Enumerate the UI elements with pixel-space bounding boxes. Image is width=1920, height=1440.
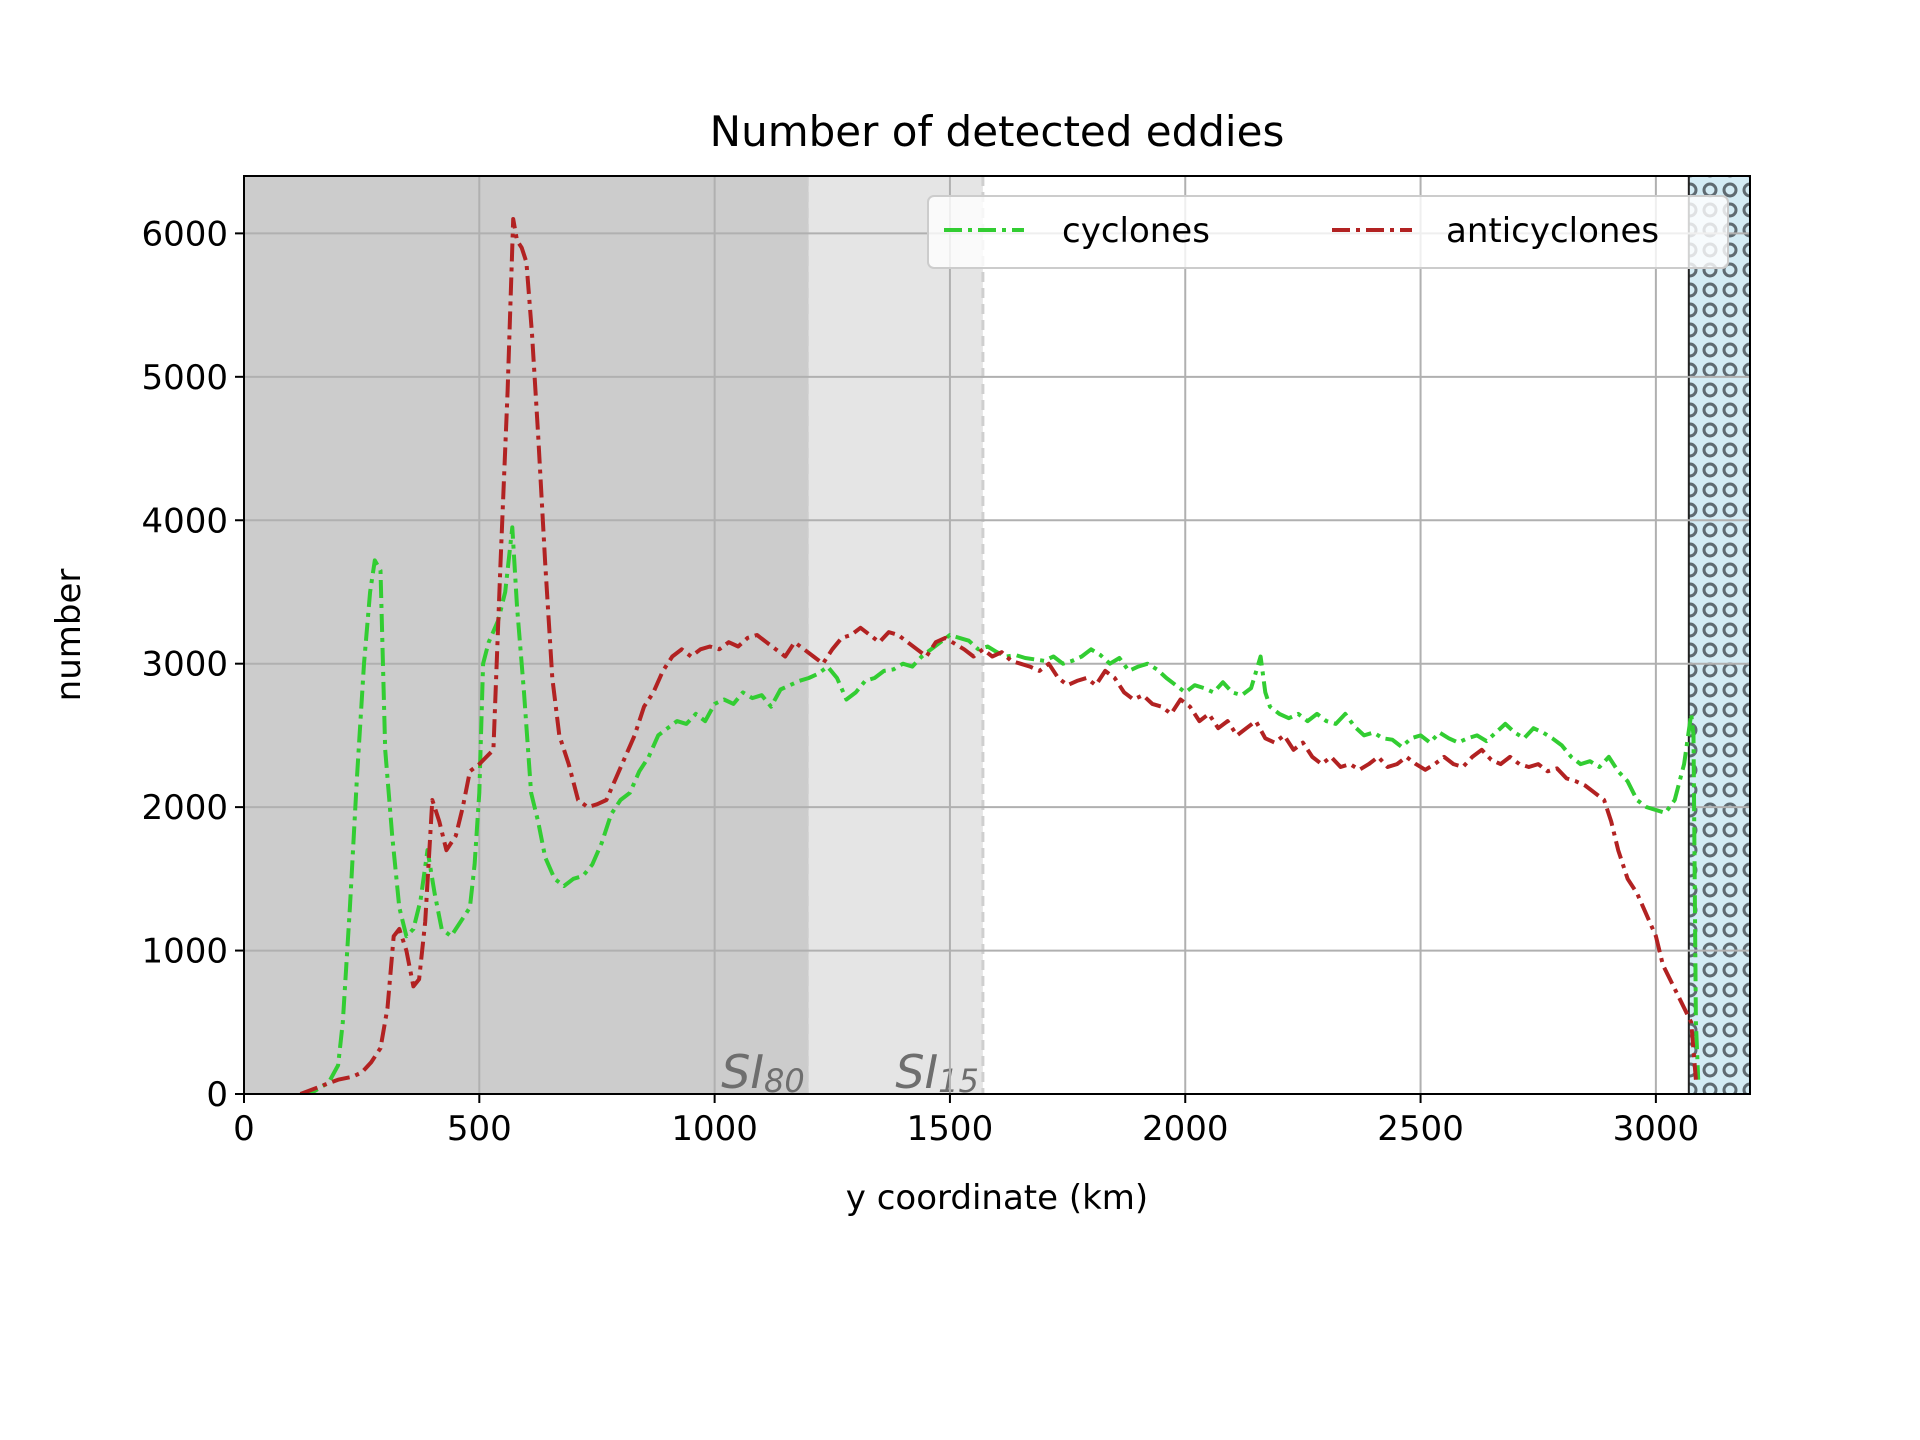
x-tick-label-2: 1000 [671, 1109, 758, 1149]
x-axis-label: y coordinate (km) [846, 1178, 1148, 1218]
x-tick-label-0: 0 [233, 1109, 255, 1149]
x-tick-label-5: 2500 [1377, 1109, 1464, 1149]
y-axis-label: number [49, 569, 89, 702]
shaded-region-2 [1688, 176, 1750, 1094]
y-tick-label-5: 5000 [141, 358, 228, 398]
x-tick-label-1: 500 [447, 1109, 512, 1149]
y-tick-label-1: 1000 [141, 932, 228, 972]
x-tick-label-3: 1500 [907, 1109, 994, 1149]
y-tick-label-4: 4000 [141, 501, 228, 541]
x-tick-label-6: 3000 [1613, 1109, 1700, 1149]
chart-title: Number of detected eddies [710, 107, 1285, 156]
legend: cyclones anticyclones [927, 195, 1729, 269]
series-lines [299, 217, 1701, 1094]
series-line-cyclones [300, 525, 1701, 1094]
shaded-regions: SI80 SI15 [244, 176, 1750, 1100]
y-tick-label-2: 2000 [141, 788, 228, 828]
x-axis-ticks: 0 500 1000 1500 2000 2500 3000 [233, 1094, 1699, 1149]
legend-label-anticyclones: anticyclones [1446, 211, 1659, 251]
shaded-region-0 [244, 176, 809, 1094]
y-tick-label-0: 0 [206, 1075, 228, 1115]
plot-frame [243, 175, 1751, 1095]
y-axis-ticks: 0 1000 2000 3000 4000 5000 6000 [141, 214, 244, 1115]
series-line-anticyclones [299, 217, 1698, 1094]
legend-box [927, 195, 1729, 269]
shaded-region-1 [808, 176, 983, 1094]
y-tick-label-3: 3000 [141, 645, 228, 685]
legend-label-cyclones: cyclones [1062, 211, 1210, 251]
x-tick-label-4: 2000 [1142, 1109, 1229, 1149]
y-tick-label-6: 6000 [141, 214, 228, 254]
